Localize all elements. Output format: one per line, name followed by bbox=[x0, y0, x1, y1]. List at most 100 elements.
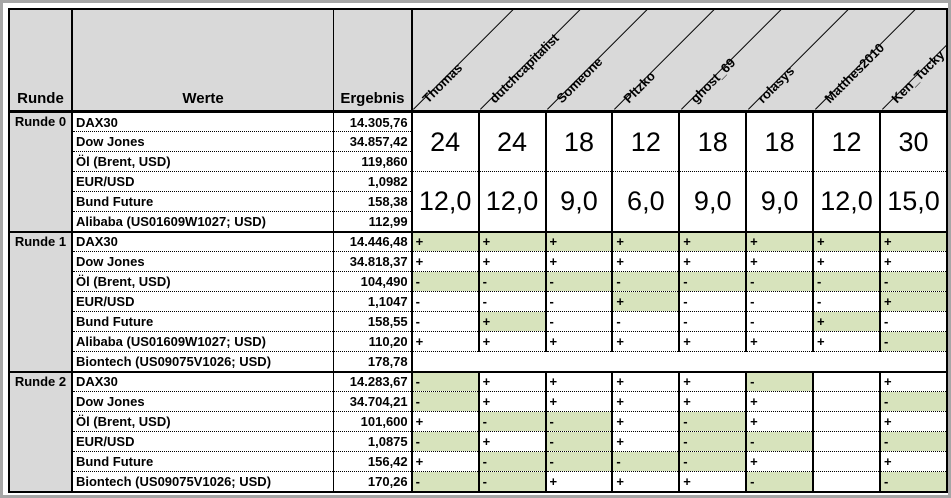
bet-stake-cell[interactable]: 9,0 bbox=[745, 171, 814, 232]
pick-cell[interactable]: + bbox=[477, 311, 546, 332]
pick-cell[interactable]: - bbox=[878, 331, 947, 352]
asset-name-cell[interactable]: EUR/USD bbox=[70, 431, 334, 452]
pick-cell[interactable] bbox=[612, 351, 680, 372]
result-cell[interactable]: 14.305,76 bbox=[333, 110, 412, 132]
pick-cell[interactable]: + bbox=[678, 230, 747, 252]
bet-stake-cell[interactable]: 12,0 bbox=[477, 171, 546, 232]
pick-cell[interactable] bbox=[812, 471, 880, 492]
pick-cell[interactable] bbox=[812, 411, 880, 432]
pick-cell[interactable]: + bbox=[878, 451, 947, 472]
result-cell[interactable]: 1,0875 bbox=[333, 431, 412, 452]
asset-name-cell[interactable]: Dow Jones bbox=[70, 131, 334, 152]
result-cell[interactable]: 119,860 bbox=[333, 151, 412, 172]
asset-name-cell[interactable]: EUR/USD bbox=[70, 171, 334, 192]
result-cell[interactable]: 112,99 bbox=[333, 211, 412, 232]
asset-name-cell[interactable]: Biontech (US09075V1026; USD) bbox=[70, 351, 334, 372]
pick-cell[interactable]: - bbox=[678, 311, 747, 332]
pick-cell[interactable]: + bbox=[410, 411, 479, 432]
pick-cell[interactable]: - bbox=[410, 370, 479, 392]
asset-name-cell[interactable]: Alibaba (US01609W1027; USD) bbox=[70, 211, 334, 232]
pick-cell[interactable]: + bbox=[745, 331, 814, 352]
asset-name-cell[interactable]: Öl (Brent, USD) bbox=[70, 271, 334, 292]
pick-cell[interactable]: + bbox=[611, 291, 680, 312]
result-cell[interactable]: 178,78 bbox=[333, 351, 412, 372]
pick-cell[interactable]: - bbox=[812, 291, 880, 312]
pick-cell[interactable] bbox=[545, 351, 613, 372]
pick-cell[interactable]: + bbox=[611, 331, 680, 352]
asset-name-cell[interactable]: Bund Future bbox=[70, 191, 334, 212]
asset-name-cell[interactable]: Alibaba (US01609W1027; USD) bbox=[70, 331, 334, 352]
pick-cell[interactable] bbox=[813, 351, 880, 372]
asset-name-cell[interactable]: Öl (Brent, USD) bbox=[70, 411, 334, 432]
bet-stake-cell[interactable]: 9,0 bbox=[678, 171, 747, 232]
pick-cell[interactable]: - bbox=[410, 311, 479, 332]
pick-cell[interactable]: + bbox=[477, 230, 546, 252]
pick-cell[interactable]: - bbox=[611, 311, 680, 332]
pick-cell[interactable]: - bbox=[544, 291, 613, 312]
bet-stake-cell[interactable]: 6,0 bbox=[611, 171, 680, 232]
pick-cell[interactable]: - bbox=[745, 291, 814, 312]
result-cell[interactable]: 1,0982 bbox=[333, 171, 412, 192]
result-cell[interactable]: 110,20 bbox=[333, 331, 412, 352]
bet-points-cell[interactable]: 18 bbox=[678, 110, 747, 172]
pick-cell[interactable]: - bbox=[477, 271, 546, 292]
asset-name-cell[interactable]: DAX30 bbox=[70, 230, 334, 252]
pick-cell[interactable]: + bbox=[477, 370, 546, 392]
result-cell[interactable]: 34.818,37 bbox=[333, 251, 412, 272]
result-cell[interactable]: 1,1047 bbox=[333, 291, 412, 312]
bet-points-cell[interactable]: 18 bbox=[544, 110, 613, 172]
pick-cell[interactable]: - bbox=[812, 271, 880, 292]
pick-cell[interactable]: + bbox=[410, 230, 479, 252]
col-header-players[interactable]: Thomas dutchcapitalist Someone Pltzko ghost_… bbox=[410, 9, 947, 113]
asset-name-cell[interactable]: Bund Future bbox=[70, 451, 334, 472]
bet-stake-cell[interactable]: 12,0 bbox=[410, 171, 479, 232]
pick-cell[interactable]: - bbox=[878, 471, 947, 492]
round-label-cell[interactable]: Runde 0 bbox=[9, 110, 72, 232]
pick-cell[interactable] bbox=[812, 370, 880, 392]
asset-name-cell[interactable]: Dow Jones bbox=[70, 391, 334, 412]
pick-cell[interactable]: - bbox=[410, 291, 479, 312]
pick-cell[interactable]: - bbox=[611, 271, 680, 292]
pick-cell[interactable]: + bbox=[678, 370, 747, 392]
result-cell[interactable]: 104,490 bbox=[333, 271, 412, 292]
pick-cell[interactable]: - bbox=[477, 411, 546, 432]
pick-cell[interactable]: + bbox=[611, 251, 680, 272]
pick-cell[interactable]: + bbox=[745, 451, 814, 472]
asset-name-cell[interactable]: Bund Future bbox=[70, 311, 334, 332]
pick-cell[interactable]: + bbox=[678, 251, 747, 272]
pick-cell[interactable]: + bbox=[745, 391, 814, 412]
pick-cell[interactable]: - bbox=[678, 451, 747, 472]
pick-cell[interactable]: - bbox=[678, 411, 747, 432]
pick-cell[interactable]: + bbox=[878, 411, 947, 432]
pick-cell[interactable]: + bbox=[410, 331, 479, 352]
bet-points-cell[interactable]: 24 bbox=[410, 110, 479, 172]
pick-cell[interactable]: - bbox=[678, 431, 747, 452]
round-label-cell[interactable]: Runde 2 bbox=[9, 370, 72, 492]
pick-cell[interactable]: + bbox=[678, 331, 747, 352]
asset-name-cell[interactable]: Öl (Brent, USD) bbox=[70, 151, 334, 172]
asset-name-cell[interactable]: EUR/USD bbox=[70, 291, 334, 312]
pick-cell[interactable]: - bbox=[745, 370, 814, 392]
pick-cell[interactable]: + bbox=[812, 311, 880, 332]
pick-cell[interactable]: + bbox=[544, 251, 613, 272]
pick-cell[interactable]: - bbox=[410, 471, 479, 492]
result-cell[interactable]: 158,55 bbox=[333, 311, 412, 332]
pick-cell[interactable]: + bbox=[812, 230, 880, 252]
pick-cell[interactable]: - bbox=[477, 471, 546, 492]
pick-cell[interactable]: - bbox=[410, 391, 479, 412]
pick-cell[interactable]: + bbox=[878, 291, 947, 312]
pick-cell[interactable]: + bbox=[611, 411, 680, 432]
col-header-runde[interactable]: Runde bbox=[9, 9, 72, 113]
pick-cell[interactable]: - bbox=[878, 271, 947, 292]
pick-cell[interactable]: - bbox=[745, 431, 814, 452]
pick-cell[interactable]: - bbox=[678, 291, 747, 312]
asset-name-cell[interactable]: Dow Jones bbox=[70, 251, 334, 272]
asset-name-cell[interactable]: DAX30 bbox=[70, 370, 334, 392]
pick-cell[interactable] bbox=[679, 351, 747, 372]
pick-cell[interactable]: + bbox=[477, 391, 546, 412]
bet-stake-cell[interactable]: 9,0 bbox=[544, 171, 613, 232]
pick-cell[interactable]: - bbox=[544, 311, 613, 332]
pick-cell[interactable]: + bbox=[410, 451, 479, 472]
result-cell[interactable]: 34.857,42 bbox=[333, 131, 412, 152]
pick-cell[interactable]: + bbox=[477, 251, 546, 272]
